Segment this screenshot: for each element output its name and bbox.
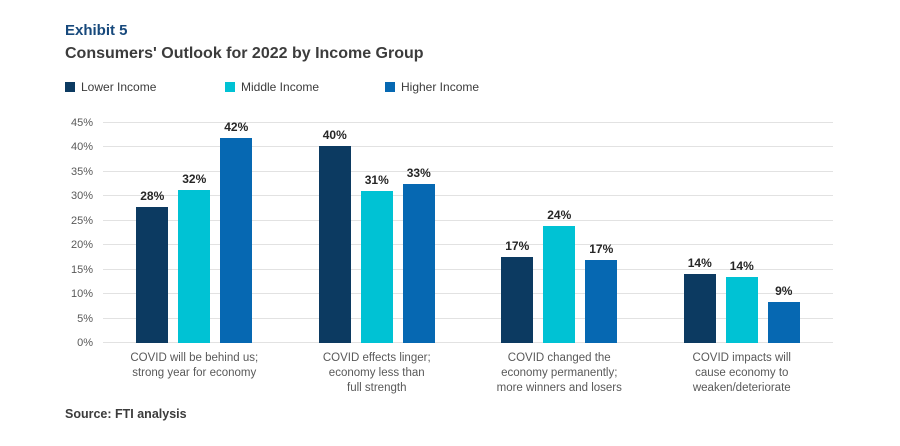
y-tick-label: 45%	[70, 117, 93, 129]
category-label-line: weaken/deteriorate	[692, 382, 791, 394]
bar-slot: 14%	[683, 123, 716, 343]
bar-value-label: 14%	[687, 255, 712, 270]
chart-legend: Lower Income Middle Income Higher Income	[65, 80, 545, 94]
legend-label: Lower Income	[81, 80, 157, 94]
bar	[360, 191, 393, 343]
bar	[136, 207, 169, 343]
bar	[543, 226, 576, 343]
bar-group: 14% 14% 9%	[651, 123, 834, 343]
bar	[683, 273, 716, 343]
bar	[585, 260, 618, 343]
bar	[220, 138, 253, 343]
category-label-line: COVID impacts will	[692, 352, 791, 364]
gridline	[103, 342, 833, 343]
legend-label: Higher Income	[401, 80, 480, 94]
bar-value-label: 40%	[322, 127, 347, 142]
category-label-line: economy less than	[328, 367, 425, 379]
bar-slot: 24%	[543, 123, 576, 343]
y-tick-label: 10%	[70, 288, 93, 301]
category-label: COVID impacts will cause economy to weaken…	[651, 351, 834, 396]
bar-value-label: 28%	[140, 189, 165, 204]
legend-item-higher-income: Higher Income	[385, 80, 545, 94]
plot-area: 28% 32% 42% 40% 31% 33% 17% 24% 17% 14% 14% 9%	[103, 120, 834, 343]
gridline	[103, 122, 833, 123]
gridline	[103, 170, 833, 172]
legend-item-middle-income: Middle Income	[225, 80, 385, 94]
chart-title: Consumers' Outlook for 2022 by Income Gr…	[65, 45, 424, 62]
y-tick-label: 40%	[70, 141, 93, 154]
legend-swatch-icon	[385, 82, 395, 92]
y-tick-label: 35%	[70, 165, 93, 178]
category-label-line: COVID effects linger;	[322, 352, 431, 364]
bar-slot: 28%	[136, 123, 169, 343]
y-tick-label: 25%	[70, 214, 93, 227]
bar-slot: 40%	[318, 123, 351, 343]
source-note: Source: FTI analysis	[65, 407, 187, 421]
bar-slot: 31%	[360, 123, 393, 343]
y-tick-label: 0%	[77, 337, 93, 349]
gridline	[103, 244, 833, 246]
bar-slot: 33%	[402, 123, 435, 343]
y-tick-label: 15%	[70, 263, 93, 276]
category-label-line: full strength	[347, 382, 407, 394]
bar-slot: 9%	[767, 123, 800, 343]
bar-slot: 14%	[725, 123, 758, 343]
gridline	[103, 195, 833, 197]
bar	[767, 301, 800, 343]
bar	[501, 257, 534, 343]
category-label: COVID effects linger; economy less than fu…	[286, 351, 469, 396]
category-label-line: COVID changed the	[507, 352, 611, 364]
gridline	[103, 219, 833, 221]
bar-group: 17% 24% 17%	[468, 123, 651, 343]
bar-value-label: 17%	[589, 242, 614, 257]
bar-group: 28% 32% 42%	[103, 120, 286, 343]
bar-value-label: 17%	[505, 239, 530, 254]
category-label-line: COVID will be behind us;	[130, 352, 259, 364]
bar-slot: 32%	[178, 123, 211, 343]
y-tick-label: 20%	[70, 239, 93, 252]
bar-slot: 17%	[585, 123, 618, 343]
bar-slot: 17%	[501, 123, 534, 343]
bar-value-label: 32%	[182, 171, 207, 186]
y-axis-labels: 0% 5% 10% 15% 20% 25% 30% 35% 40% 45%	[40, 117, 93, 349]
bar-value-label: 31%	[364, 173, 389, 188]
category-label-line: strong year for economy	[132, 367, 257, 379]
gridline	[103, 317, 833, 319]
bar	[178, 189, 211, 343]
bar-value-label: 9%	[775, 283, 793, 298]
bar-value-label: 24%	[547, 208, 572, 223]
legend-label: Middle Income	[241, 80, 320, 94]
bar-group: 40% 31% 33%	[286, 123, 469, 343]
bar-value-label: 14%	[729, 258, 754, 273]
legend-swatch-icon	[65, 82, 75, 92]
bar	[402, 183, 435, 343]
legend-swatch-icon	[225, 82, 235, 92]
gridline	[103, 268, 833, 270]
y-tick-label: 30%	[70, 190, 93, 203]
exhibit-label: Exhibit 5	[65, 22, 128, 39]
legend-item-lower-income: Lower Income	[65, 80, 225, 94]
bar-value-label: 33%	[406, 165, 431, 180]
bar-value-label: 42%	[224, 120, 249, 135]
category-label: COVID will be behind us; strong year for …	[103, 351, 286, 381]
category-label-line: more winners and losers	[496, 382, 622, 394]
gridline	[103, 146, 833, 148]
bar	[725, 276, 758, 343]
category-label-line: economy permanently;	[501, 367, 618, 379]
y-tick-label: 5%	[77, 312, 93, 325]
bar-slot: 42%	[220, 120, 253, 343]
gridline	[103, 293, 833, 295]
bar	[318, 145, 351, 343]
category-label: COVID changed the economy permanently; mor…	[468, 351, 651, 396]
category-label-line: cause economy to	[695, 367, 789, 379]
